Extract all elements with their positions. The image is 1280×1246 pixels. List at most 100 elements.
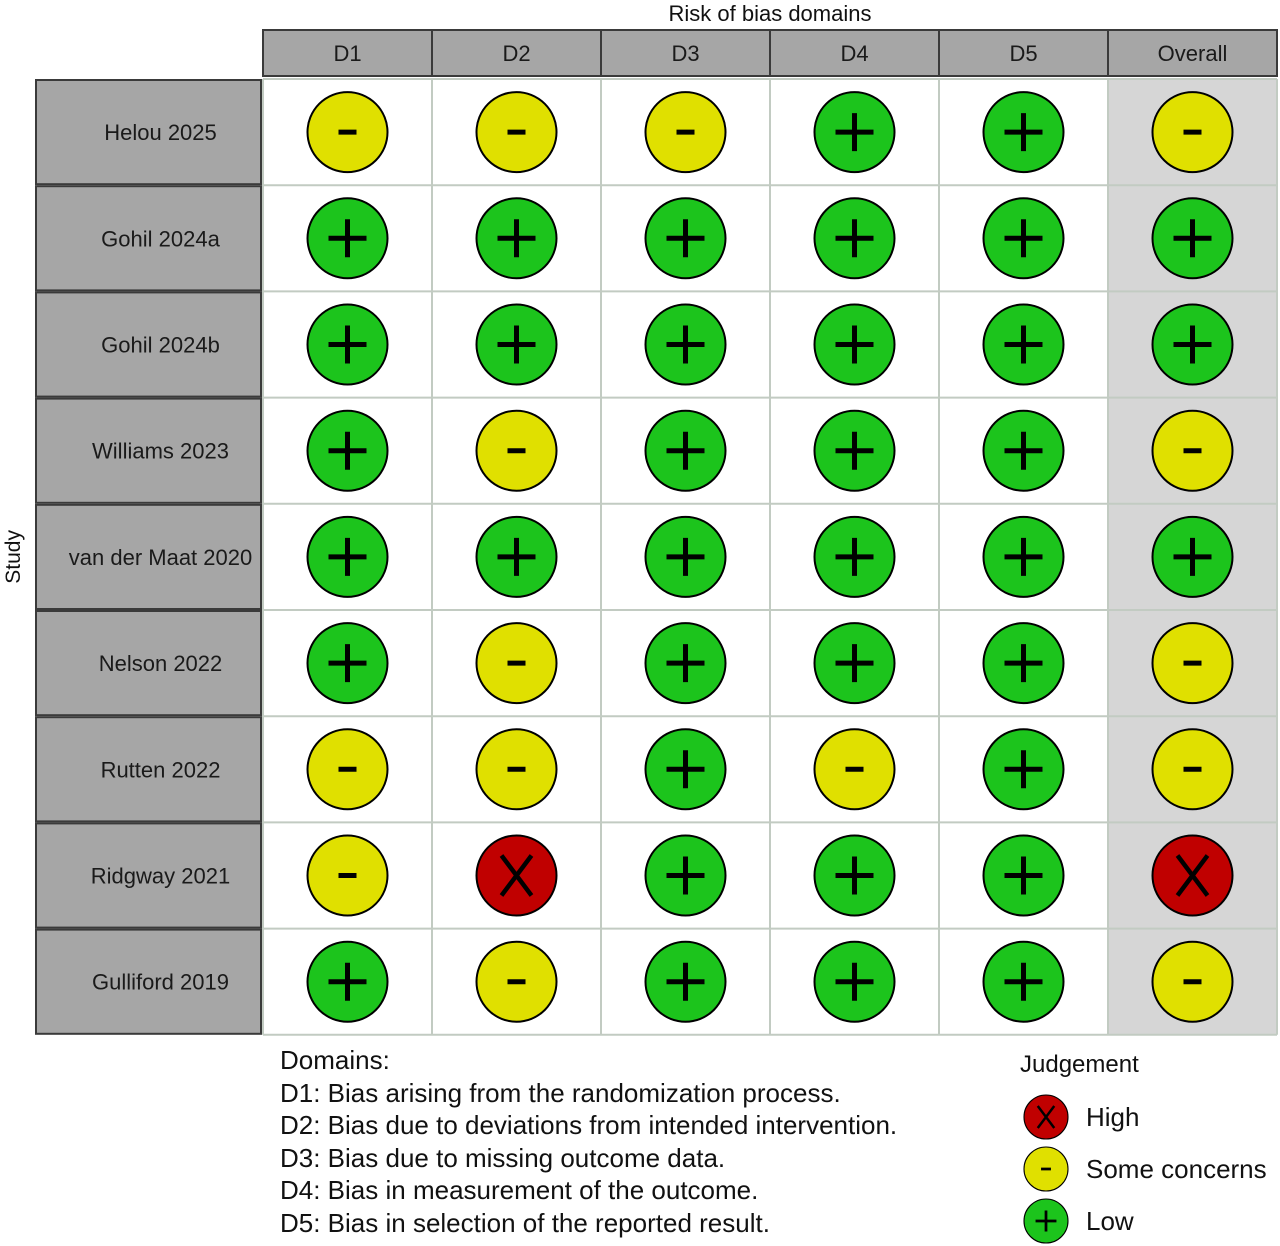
judgement-nelson-2022-d4 xyxy=(813,622,896,705)
study-label-cell xyxy=(35,79,262,186)
plus-icon xyxy=(666,325,705,364)
plus-icon xyxy=(835,431,874,470)
column-header-label: D1 xyxy=(333,41,361,66)
plus-icon xyxy=(1004,219,1043,258)
plus-icon xyxy=(328,644,367,683)
plus-icon xyxy=(835,113,874,152)
plus-icon xyxy=(666,644,705,683)
study-label-gulliford-2019: Gulliford 2019 xyxy=(92,970,229,995)
plus-icon xyxy=(835,219,874,258)
plus-icon xyxy=(1004,644,1043,683)
judgement-rutten-2022-d4 xyxy=(813,728,896,811)
judgement-gohil-2024b-d5 xyxy=(982,303,1065,386)
judgement-gulliford-2019-d2 xyxy=(475,940,558,1023)
judgement-gulliford-2019-d1 xyxy=(306,940,389,1023)
plus-icon xyxy=(666,856,705,895)
judgement-williams-2023-d1 xyxy=(306,409,389,492)
judgement-van-der-maat-2020-d5 xyxy=(982,515,1065,598)
judgement-nelson-2022-d3 xyxy=(644,622,727,705)
column-header-label: D4 xyxy=(840,41,868,66)
judgement-gohil-2024a-overall xyxy=(1151,197,1234,280)
study-label-cell xyxy=(35,185,262,292)
judgement-gohil-2024a-d3 xyxy=(644,197,727,280)
plus-icon xyxy=(835,856,874,895)
column-header-label: D5 xyxy=(1009,41,1037,66)
column-header-d2 xyxy=(431,29,602,77)
judgement-legend-title: Judgement xyxy=(1020,1051,1139,1078)
column-header-d1 xyxy=(262,29,433,77)
legend-symbol-some-concerns xyxy=(1023,1146,1069,1192)
judgement-helou-2025-d3 xyxy=(644,91,727,174)
plus-icon xyxy=(328,537,367,576)
plus-icon xyxy=(328,219,367,258)
judgement-rutten-2022-d2 xyxy=(475,728,558,811)
study-label-helou-2025: Helou 2025 xyxy=(104,120,217,145)
risk-of-bias-chart: Risk of bias domains Study D1 D2 D3 D4 D5 Overa… xyxy=(2,1,1278,1036)
judgement-helou-2025-d2 xyxy=(475,91,558,174)
judgement-nelson-2022-d5 xyxy=(982,622,1065,705)
plus-icon xyxy=(1004,856,1043,895)
judgement-gohil-2024a-d2 xyxy=(475,197,558,280)
plus-icon xyxy=(666,431,705,470)
study-label-rutten-2022: Rutten 2022 xyxy=(101,757,221,782)
y-axis-label: Study xyxy=(2,530,25,584)
column-header-overall xyxy=(1107,29,1278,77)
study-label-cell xyxy=(35,291,262,398)
study-label-van-der-maat-2020: van der Maat 2020 xyxy=(69,545,252,570)
judgement-nelson-2022-d2 xyxy=(475,622,558,705)
judgement-gohil-2024b-d4 xyxy=(813,303,896,386)
plus-icon xyxy=(328,962,367,1001)
judgement-gohil-2024b-overall xyxy=(1151,303,1234,386)
legend-symbol-high xyxy=(1023,1094,1069,1140)
judgement-ridgway-2021-d1 xyxy=(306,834,389,917)
plus-icon xyxy=(497,537,536,576)
domains-legend-item-d4: D4: Bias in measurement of the outcome. xyxy=(280,1175,759,1205)
plus-icon xyxy=(1004,750,1043,789)
plus-icon xyxy=(666,537,705,576)
domains-legend-item-d2: D2: Bias due to deviations from intended… xyxy=(280,1110,898,1140)
domains-legend-title: Domains: xyxy=(280,1045,390,1075)
judgement-legend: Judgement High Some concerns Low xyxy=(1020,1051,1267,1244)
judgement-ridgway-2021-d3 xyxy=(644,834,727,917)
domains-legend: Domains: D1: Bias arising from the rando… xyxy=(280,1044,897,1239)
judgement-gohil-2024b-d3 xyxy=(644,303,727,386)
plus-icon xyxy=(666,962,705,1001)
judgement-rutten-2022-d1 xyxy=(306,728,389,811)
study-label-gohil-2024b: Gohil 2024b xyxy=(101,333,220,358)
domains-legend-item-d3: D3: Bias due to missing outcome data. xyxy=(280,1142,726,1173)
judgement-gulliford-2019-overall xyxy=(1151,940,1234,1023)
judgement-nelson-2022-overall xyxy=(1151,622,1234,705)
plus-icon xyxy=(497,325,536,364)
legend-symbol-low xyxy=(1023,1198,1069,1244)
plus-icon xyxy=(1004,537,1043,576)
plus-icon xyxy=(1004,431,1043,470)
plus-icon xyxy=(1173,325,1212,364)
plus-icon xyxy=(328,325,367,364)
x-icon xyxy=(1036,1105,1056,1129)
plus-icon xyxy=(497,219,536,258)
chart-title: Risk of bias domains xyxy=(669,1,872,26)
plus-icon xyxy=(1173,219,1212,258)
plus-icon xyxy=(666,750,705,789)
study-label-cell xyxy=(35,503,262,610)
plus-icon xyxy=(1035,1210,1057,1232)
judgement-van-der-maat-2020-overall xyxy=(1151,515,1234,598)
column-header-label: Overall xyxy=(1158,41,1228,66)
legend-label-some-concerns: Some concerns xyxy=(1086,1154,1267,1184)
judgement-gohil-2024a-d5 xyxy=(982,197,1065,280)
judgement-rutten-2022-d5 xyxy=(982,728,1065,811)
plus-icon xyxy=(835,644,874,683)
study-label-williams-2023: Williams 2023 xyxy=(92,439,229,464)
judgement-nelson-2022-d1 xyxy=(306,622,389,705)
judgement-williams-2023-d2 xyxy=(475,409,558,492)
study-label-cell xyxy=(35,716,262,823)
judgement-van-der-maat-2020-d1 xyxy=(306,515,389,598)
judgement-helou-2025-d5 xyxy=(982,91,1065,174)
legend-label-low: Low xyxy=(1086,1206,1134,1236)
study-label-cell xyxy=(35,610,262,717)
study-label-cell xyxy=(35,822,262,929)
study-label-cell xyxy=(35,397,262,504)
plus-icon xyxy=(1004,113,1043,152)
judgement-gohil-2024a-d1 xyxy=(306,197,389,280)
judgement-williams-2023-d3 xyxy=(644,409,727,492)
